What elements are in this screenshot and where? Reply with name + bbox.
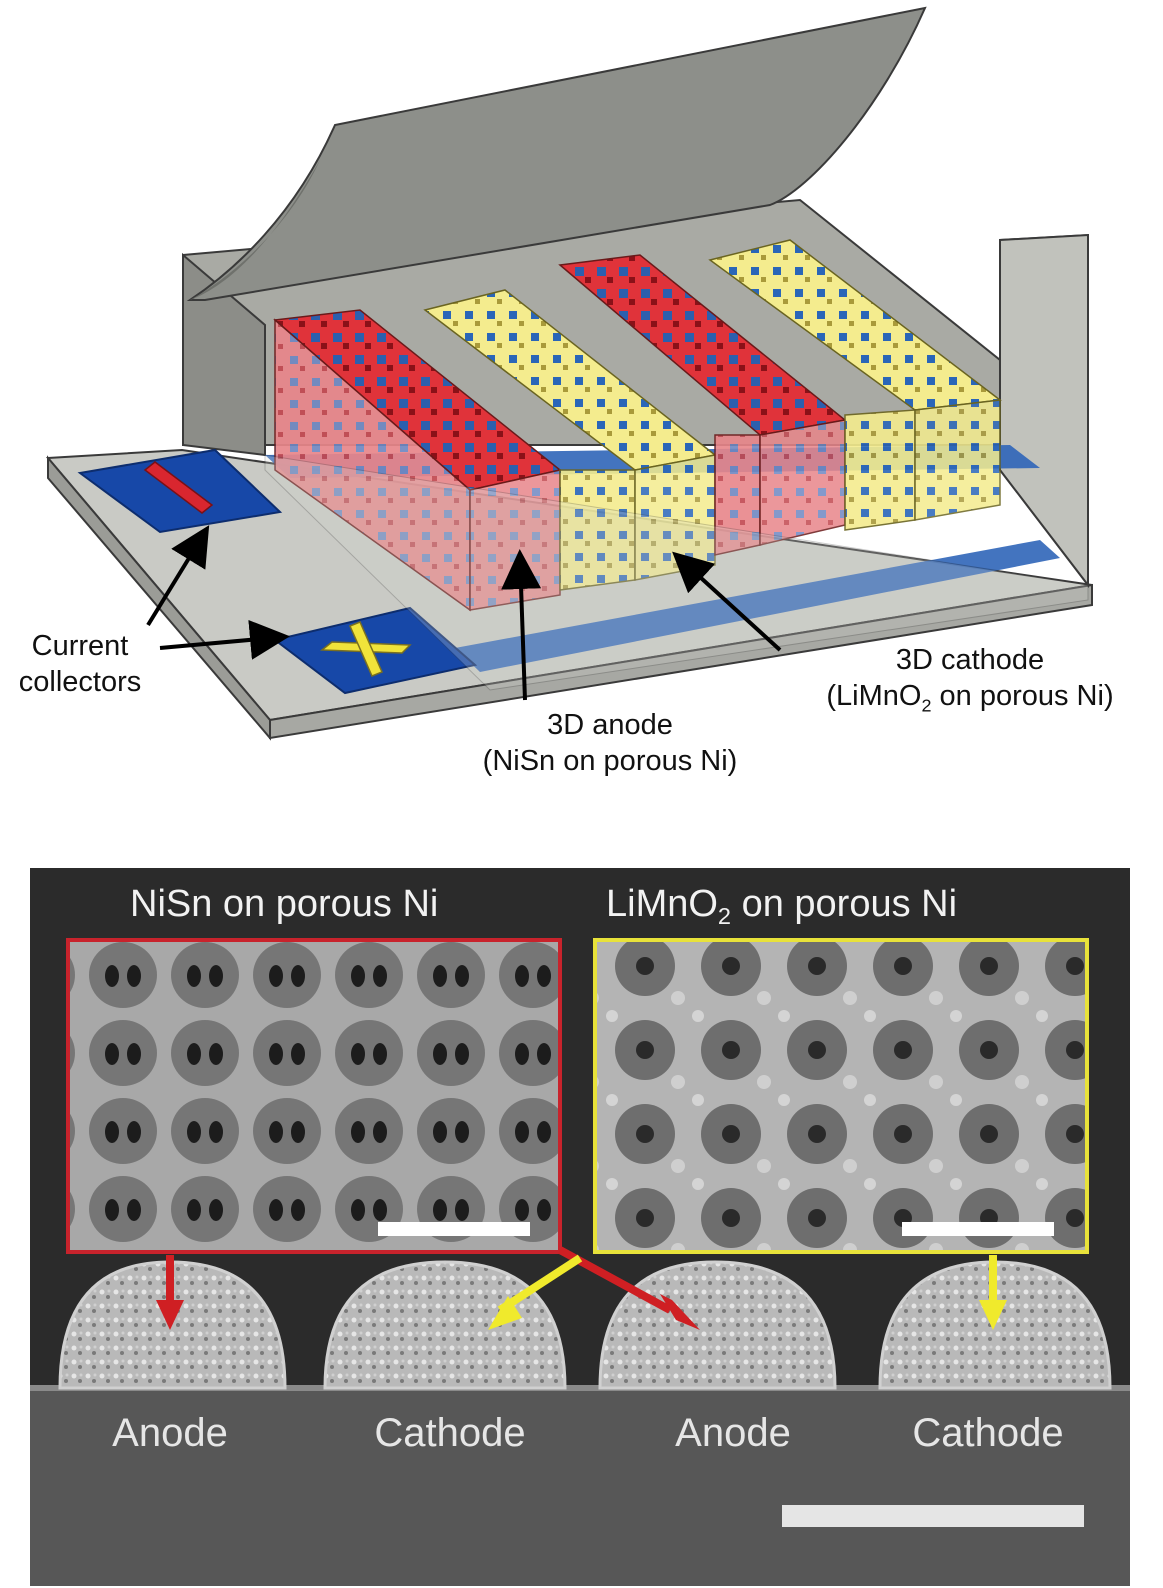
inset-cathode-title-sub: 2: [717, 903, 732, 930]
electrode-anode-2: [598, 1260, 837, 1390]
inset-anode-scale-bar: [378, 1222, 530, 1236]
cathode-block-2: [708, 239, 1002, 531]
inset-cathode-scale-bar: [902, 1222, 1054, 1236]
lid: [186, 6, 927, 301]
main-scale-bar: [782, 1505, 1084, 1527]
anode-block-2: [558, 254, 847, 556]
arrow-positive-collector: [159, 619, 290, 660]
electrode-label-3: Anode: [675, 1411, 791, 1455]
cathode-label-detail: (LiMnO2 on porous Ni): [780, 678, 1160, 714]
anode-label-detail: (NiSn on porous Ni): [482, 745, 738, 777]
yellow-arrows: [488, 1254, 1007, 1330]
sem-micrograph: [30, 868, 1130, 1586]
housing-right-wall-side: [999, 233, 1089, 588]
current-collectors-label: Current collectors: [0, 628, 160, 700]
anode-label-title: 3D anode: [547, 709, 673, 741]
arrow-negative-collector: [146, 525, 210, 627]
inset-cathode-title-post: on porous Ni: [731, 883, 958, 925]
inset-cathode-title-pre: LiMnO: [606, 883, 718, 925]
arrow-anode: [501, 549, 542, 701]
current-collectors-line-2: collectors: [18, 666, 142, 698]
cathode-label: 3D cathode (LiMnO2 on porous Ni): [780, 642, 1160, 714]
electrode-label-4: Cathode: [912, 1411, 1064, 1455]
negative-symbol: [143, 461, 214, 514]
arrow-cathode: [672, 551, 782, 652]
base-plate-right-edge: [269, 583, 1093, 740]
cathode-detail-post: on porous Ni): [931, 680, 1114, 712]
electrode-label-1: Anode: [112, 1411, 228, 1455]
cathode-label-title: 3D cathode: [895, 644, 1045, 676]
cathode-block-1: [423, 289, 717, 591]
inset-cathode-micrograph: [593, 938, 1089, 1254]
inset-anode-title: NiSn on porous Ni: [130, 883, 439, 925]
cathode-detail-pre: (LiMnO: [826, 680, 922, 712]
positive-symbol: [319, 621, 412, 677]
battery-schematic: [45, 6, 1093, 741]
inset-anode-micrograph: [66, 938, 562, 1254]
current-collectors-line-1: Current: [31, 630, 129, 662]
electrode-cathode-1: [323, 1260, 567, 1390]
anode-label: 3D anode (NiSn on porous Ni): [430, 707, 790, 779]
collector-strip-front: [455, 540, 1060, 672]
cathode-detail-sub: 2: [921, 695, 932, 716]
inset-cathode-title: LiMnO2 on porous Ni: [606, 882, 958, 930]
electrode-label-2: Cathode: [374, 1411, 526, 1455]
sem-substrate: [30, 1388, 1130, 1586]
